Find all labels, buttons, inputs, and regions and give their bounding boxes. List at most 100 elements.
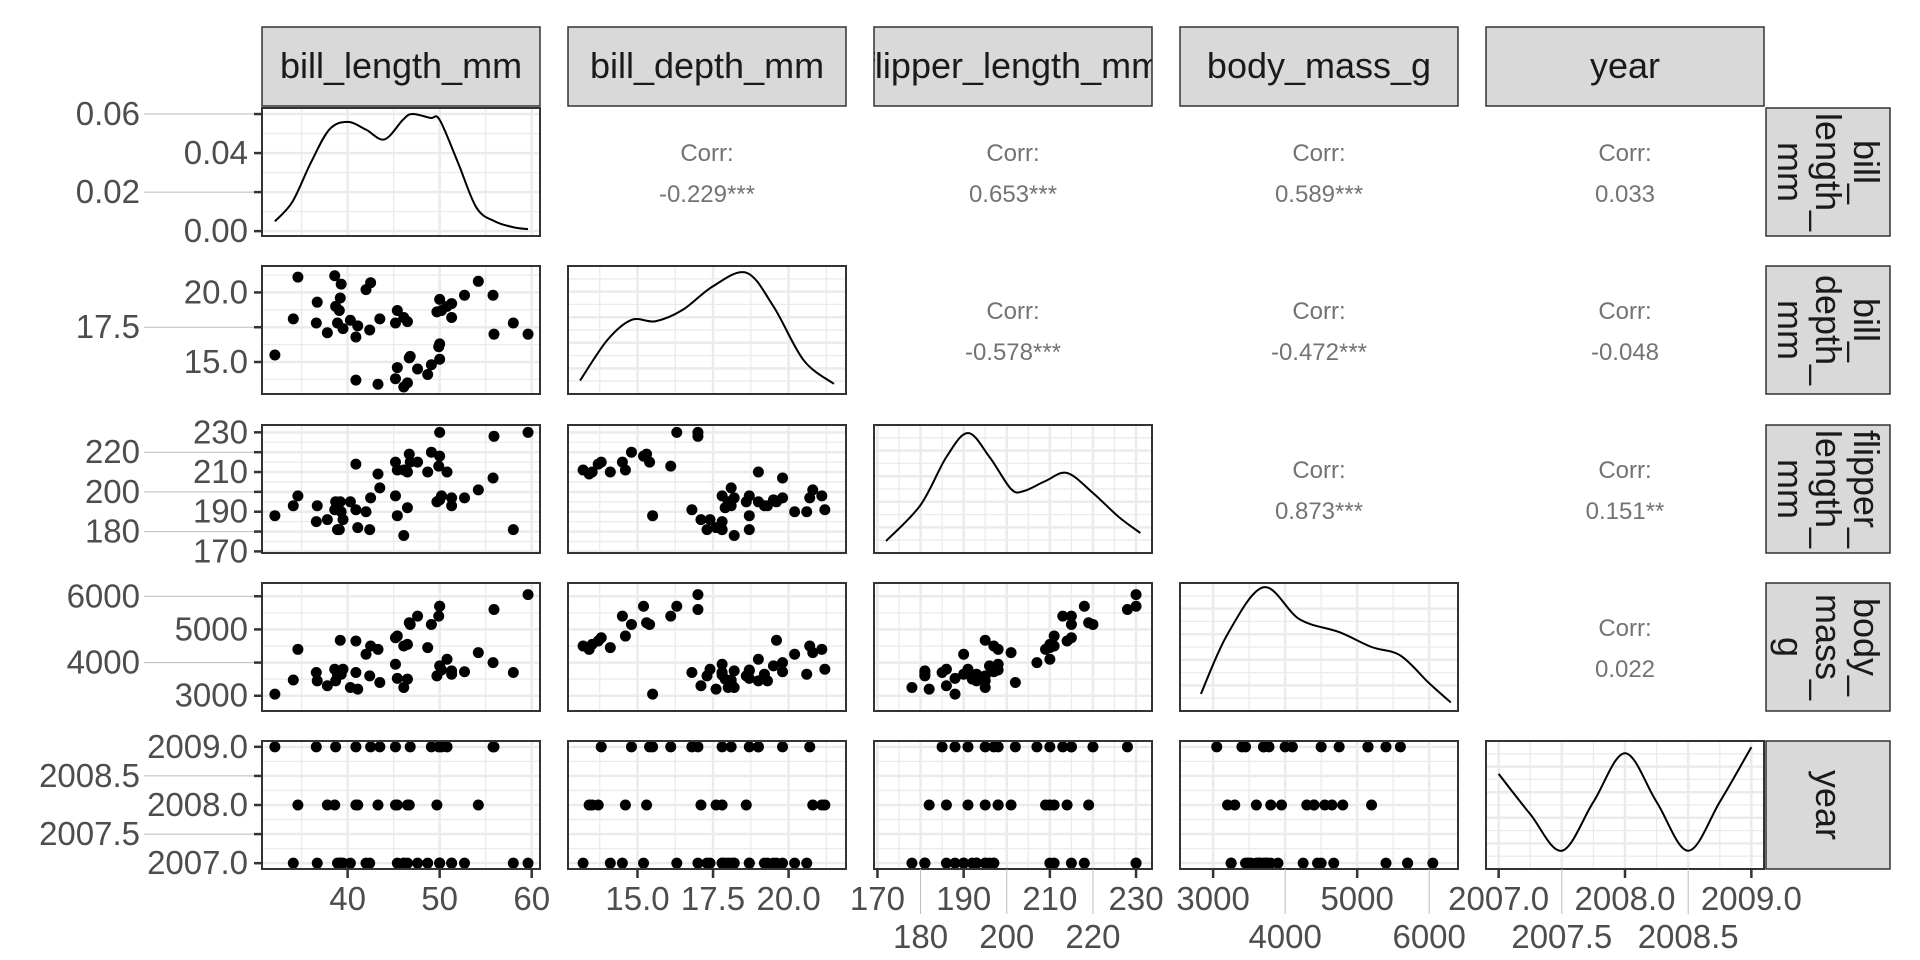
density-panel-body_mass_g-body_mass_g [1180,583,1458,711]
row-strip-label: year [1808,770,1849,840]
data-point [422,466,434,478]
corr-panel-bill_length_mm-flipper_length_mm: Corr: 0.653*** [969,140,1057,208]
data-point [1031,657,1043,669]
scatter-panel-bill_depth_mm-bill_length_mm [262,266,540,394]
row-strip-label-line: g [1770,637,1811,657]
data-point [310,741,322,753]
panel-border [261,107,541,237]
data-point [752,653,764,665]
density-panel-year-year [1486,741,1764,869]
data-point [404,350,416,362]
data-point [962,799,974,811]
data-point [923,683,935,695]
data-point [398,681,410,693]
data-point [331,524,343,536]
corr-value: -0.229*** [659,181,755,208]
data-point [311,675,323,687]
data-point [321,514,333,526]
data-point [488,430,500,442]
data-point [401,377,413,389]
data-point [625,446,637,458]
data-point [1263,741,1275,753]
corr-value: 0.033 [1595,181,1655,208]
data-point [374,676,386,688]
data-point [311,500,323,512]
data-point [949,857,961,869]
data-point [758,500,770,512]
data-point [360,648,372,660]
data-point [364,857,376,869]
corr-label: Corr: [1292,298,1345,325]
data-point [641,799,653,811]
data-point [583,468,595,480]
data-point [752,741,764,753]
data-point [292,271,304,283]
data-point [1297,857,1309,869]
data-point [344,496,356,508]
column-strip-bill_depth_mm [567,26,847,107]
x-tick-label: 2009.0 [1701,880,1802,917]
data-point [350,504,362,516]
data-point [311,296,323,308]
data-point [1130,600,1142,612]
data-point [1005,647,1017,659]
data-point [472,799,484,811]
data-point [350,741,362,753]
data-point [710,683,722,695]
row-strip-label-line: bill_ [1846,298,1887,363]
y-tick-label: 0.02 [76,173,140,210]
x-tick-label: 20.0 [756,880,820,917]
data-point [979,670,991,682]
data-point [446,492,458,504]
corr-value: 0.022 [1595,656,1655,683]
column-strip-label: bill_length_mm [280,45,522,86]
row-strip-label-line: length_ [1808,430,1849,549]
data-point [1121,604,1133,616]
data-point [434,426,446,438]
data-point [923,799,935,811]
data-point [671,600,683,612]
data-point [1427,857,1439,869]
row-strip-label-line: depth_ [1808,275,1849,386]
data-point [412,857,424,869]
data-point [671,857,683,869]
corr-value: 0.589*** [1275,181,1363,208]
data-point [644,741,656,753]
data-point [1061,799,1073,811]
data-point [334,292,346,304]
x-tick-label: 2007.5 [1511,918,1612,955]
corr-panel-bill_depth_mm-body_mass_g: Corr: -0.472*** [1271,298,1367,366]
data-point [330,675,342,687]
x-tick-label: 50 [421,880,458,917]
data-point [936,667,948,679]
data-point [592,458,604,470]
data-point [958,648,970,660]
data-point [777,492,789,504]
data-point [725,482,737,494]
data-point [619,799,631,811]
data-point [686,667,698,679]
corr-value: 0.151** [1586,498,1665,525]
data-point [372,643,384,655]
data-point [940,857,952,869]
data-point [1315,741,1327,753]
row-strip-label-line: year [1808,770,1849,840]
scatter-panel-year-bill_depth_mm [568,741,846,869]
scatter-panel-year-flipper_length_mm [874,741,1152,869]
panel-border [873,740,1153,870]
data-point [374,482,386,494]
data-point [595,741,607,753]
data-point [446,665,458,677]
data-point [801,668,813,680]
row-strip-label-line: flipper_ [1846,430,1887,549]
corr-panel-bill_length_mm-year: Corr: 0.033 [1595,140,1655,208]
data-point [292,643,304,655]
data-point [507,857,519,869]
corr-value: -0.578*** [965,339,1061,366]
data-point [287,313,299,325]
data-point [1222,799,1234,811]
data-point [777,666,789,678]
corr-value: 0.653*** [969,181,1057,208]
data-point [372,799,384,811]
row-strip-label: bill_length_mm [1770,113,1887,232]
